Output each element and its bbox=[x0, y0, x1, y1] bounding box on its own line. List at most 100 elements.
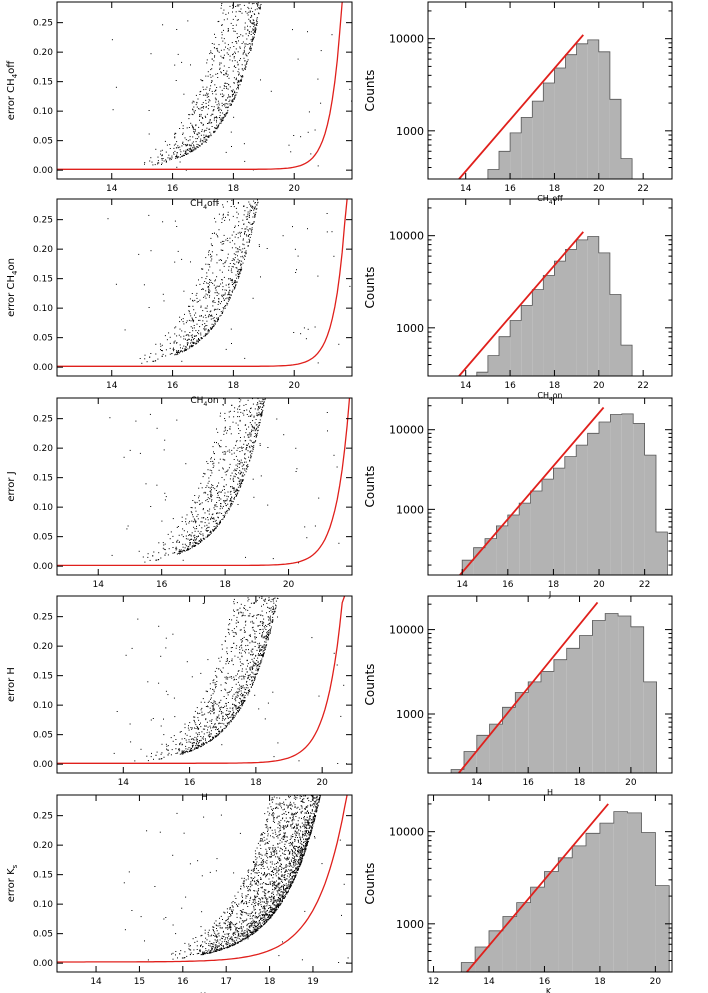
scatter-point bbox=[253, 445, 255, 447]
scatter-point bbox=[213, 309, 215, 311]
scatter-point bbox=[199, 115, 200, 117]
scatter-point bbox=[259, 414, 261, 416]
scatter-point bbox=[223, 276, 225, 278]
scatter-point bbox=[201, 707, 203, 709]
scatter-point bbox=[225, 260, 227, 262]
scatter-point bbox=[261, 610, 263, 612]
scatter-point bbox=[250, 933, 252, 935]
scatter-point bbox=[274, 863, 276, 865]
scatter-point bbox=[270, 609, 272, 611]
scatter-point bbox=[241, 930, 243, 932]
scatter-point bbox=[242, 475, 244, 477]
x-tick-label: 16 bbox=[167, 184, 179, 194]
scatter-point bbox=[182, 318, 184, 320]
scatter-point bbox=[248, 925, 250, 927]
scatter-point bbox=[214, 319, 216, 321]
scatter-point bbox=[233, 57, 235, 59]
scatter-point bbox=[222, 451, 224, 453]
scatter-point bbox=[260, 475, 262, 477]
scatter-point bbox=[286, 885, 288, 887]
scatter-point bbox=[204, 326, 205, 328]
scatter-point bbox=[279, 797, 281, 799]
scatter-point bbox=[165, 496, 167, 498]
scatter-point bbox=[177, 53, 179, 55]
scatter-point bbox=[195, 124, 197, 126]
scatter-point bbox=[215, 727, 217, 729]
scatter-point bbox=[179, 749, 181, 751]
scatter-point bbox=[210, 694, 212, 696]
scatter-point bbox=[182, 752, 184, 754]
scatter-point bbox=[217, 940, 219, 942]
histogram-bar bbox=[473, 547, 485, 575]
scatter-point bbox=[194, 519, 196, 521]
scatter-point bbox=[232, 912, 233, 914]
scatter-point bbox=[229, 907, 231, 909]
scatter-point bbox=[252, 207, 254, 209]
scatter-point bbox=[239, 4, 241, 6]
scatter-point bbox=[199, 315, 201, 317]
scatter-point bbox=[247, 466, 249, 467]
scatter-point bbox=[224, 105, 226, 107]
scatter-point bbox=[218, 293, 220, 295]
scatter-point bbox=[233, 410, 235, 412]
scatter-point bbox=[182, 128, 184, 129]
scatter-point bbox=[264, 647, 266, 649]
scatter-point bbox=[231, 266, 233, 268]
scatter-point bbox=[185, 535, 187, 537]
scatter-point bbox=[154, 164, 156, 166]
scatter-point bbox=[213, 451, 214, 453]
scatter-point bbox=[241, 910, 243, 912]
scatter-point bbox=[237, 711, 239, 713]
scatter-point bbox=[223, 54, 225, 56]
scatter-point bbox=[201, 289, 203, 290]
scatter-point bbox=[280, 805, 282, 807]
scatter-point bbox=[201, 80, 203, 82]
scatter-point bbox=[285, 825, 287, 827]
scatter-point bbox=[214, 520, 216, 522]
scatter-point bbox=[229, 500, 231, 502]
scatter-point bbox=[230, 503, 232, 505]
scatter-point bbox=[175, 547, 177, 549]
scatter-point bbox=[214, 684, 216, 686]
scatter-point bbox=[194, 748, 196, 750]
scatter-point bbox=[317, 275, 319, 277]
scatter-point bbox=[235, 713, 237, 714]
scatter-point bbox=[244, 67, 246, 69]
scatter-point bbox=[179, 321, 181, 323]
scatter-point bbox=[210, 69, 212, 71]
scatter-point bbox=[259, 413, 261, 415]
scatter-point bbox=[225, 703, 227, 705]
scatter-point bbox=[258, 7, 260, 9]
scatter-point bbox=[267, 624, 269, 625]
scatter-point bbox=[265, 641, 267, 643]
scatter-point bbox=[222, 458, 224, 460]
scatter-point bbox=[163, 300, 165, 302]
scatter-point bbox=[295, 823, 297, 825]
scatter-point bbox=[182, 957, 184, 959]
scatter-point bbox=[198, 330, 200, 332]
scatter-point bbox=[205, 487, 207, 488]
scatter-point bbox=[189, 544, 191, 546]
scatter-point bbox=[270, 90, 272, 92]
scatter-point bbox=[248, 434, 250, 436]
scatter-point bbox=[231, 453, 233, 455]
scatter-point bbox=[176, 147, 178, 149]
scatter-point bbox=[209, 74, 211, 76]
scatter-point bbox=[231, 619, 233, 621]
scatter-point bbox=[230, 486, 232, 488]
scatter-point bbox=[240, 268, 242, 270]
scatter-point bbox=[218, 710, 220, 712]
scatter-point bbox=[215, 519, 217, 521]
scatter-point bbox=[314, 525, 316, 527]
scatter-point bbox=[238, 85, 239, 86]
scatter-point bbox=[186, 741, 188, 743]
scatter-point bbox=[293, 845, 295, 847]
scatter-point bbox=[274, 597, 276, 599]
scatter-point bbox=[192, 742, 194, 744]
scatter-point bbox=[270, 626, 272, 628]
scatter-point bbox=[229, 945, 231, 947]
scatter-point bbox=[215, 948, 217, 950]
scatter-point bbox=[207, 950, 209, 952]
scatter-point bbox=[209, 128, 211, 130]
scatter-point bbox=[182, 528, 184, 530]
